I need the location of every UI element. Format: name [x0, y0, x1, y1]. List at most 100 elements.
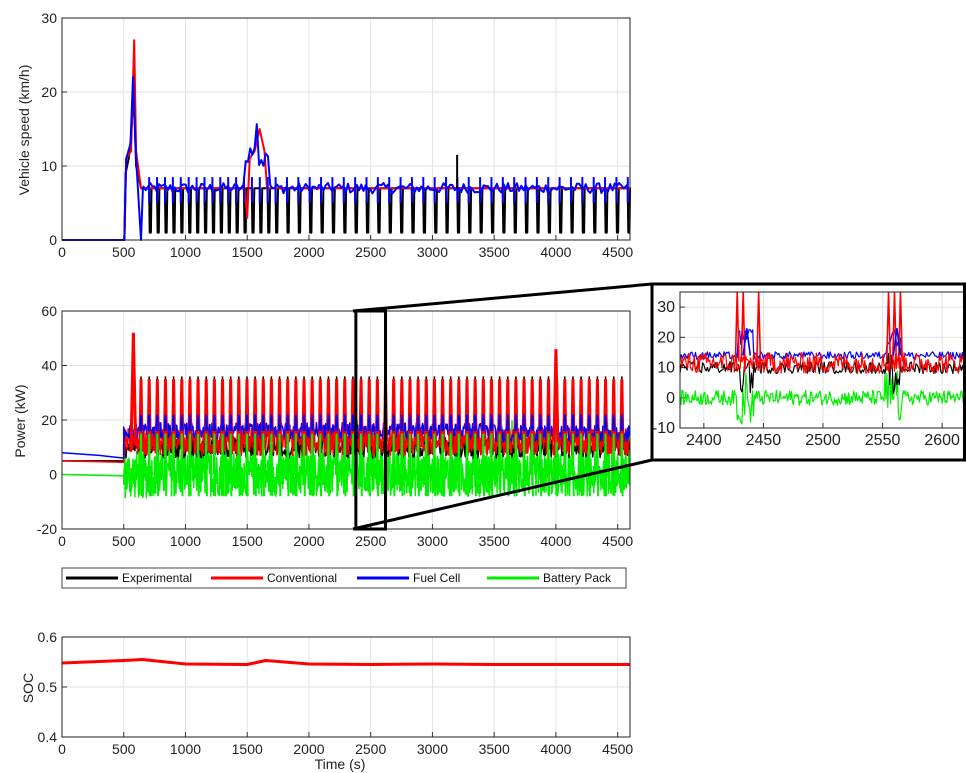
soc-ytick-label: 0.6	[38, 629, 58, 645]
power-fuelcell-peak	[277, 414, 282, 431]
power-ytick-label: 40	[41, 358, 57, 374]
power-conventional-peak	[415, 379, 421, 442]
power-conventional-peak	[603, 379, 609, 442]
soc-xtick-label: 4000	[540, 741, 571, 757]
power-fuelcell-peak	[506, 414, 510, 431]
power-fuelcell-peak	[269, 414, 274, 431]
power-battery-peak	[188, 433, 192, 497]
power-battery-peak	[571, 433, 575, 497]
speed-xtick-label: 1500	[232, 244, 263, 260]
power-conventional-peak	[586, 379, 592, 442]
power-xtick-label: 0	[58, 533, 66, 549]
power-battery-peak	[391, 433, 396, 497]
power-ytick-label: 60	[41, 303, 57, 319]
power-conventional-peak	[431, 379, 437, 442]
power-conventional-peak	[472, 379, 478, 442]
speed-ytick-label: 10	[41, 158, 57, 174]
power-conventional-late-peak	[552, 349, 560, 442]
power-xtick-label: 4500	[602, 533, 633, 549]
power-conventional-peak	[244, 379, 250, 442]
power-fuelcell-peak	[457, 414, 461, 431]
power-conventional-peak	[464, 379, 470, 442]
power-battery-peak	[261, 433, 266, 497]
power-xtick-label: 500	[112, 533, 136, 549]
power-battery-peak	[522, 433, 526, 497]
legend-label: Fuel Cell	[413, 571, 460, 585]
power-battery-peak	[506, 433, 510, 497]
power-conventional-peak	[578, 379, 584, 442]
power-fuelcell-peak	[611, 414, 616, 431]
power-conventional-peak	[260, 379, 266, 442]
power-fuelcell-peak	[261, 414, 266, 431]
power-fuelcell-peak	[237, 414, 241, 431]
power-conventional-peak	[513, 379, 519, 442]
speed-xtick-label: 500	[112, 244, 136, 260]
power-battery-peak	[147, 433, 151, 497]
power-battery-peak	[302, 433, 306, 497]
power-conventional-peak	[488, 379, 494, 442]
power-fuelcell-peak	[155, 414, 160, 431]
power-fuelcell-peak	[171, 414, 176, 431]
power-frame	[61, 310, 631, 530]
power-ytick-label: 0	[49, 467, 57, 483]
soc-ytick-label: 0.4	[38, 729, 58, 745]
power-conventional-peak	[611, 379, 617, 442]
power-fuelcell-peak	[220, 414, 225, 431]
zoom-line-conventional	[679, 352, 966, 375]
power-battery-peak	[220, 433, 225, 497]
power-conventional-peak	[154, 379, 160, 442]
legend-label: Experimental	[122, 571, 192, 585]
power-battery-peak	[514, 433, 518, 497]
zoom-ytick-label: 0	[666, 390, 675, 407]
power-xtick-label: 2500	[355, 533, 386, 549]
speed-xtick-label: 1000	[170, 244, 201, 260]
zoom-inset: 2400 2450 2500 2550 2600 -10 0 10 20 30	[352, 282, 966, 531]
soc-plot: 0 500 1000 1500 2000 2500 3000 3500 4000 4500 0.4 0…	[38, 629, 634, 757]
power-fuelcell-peak	[188, 414, 192, 431]
speed-xtick-label: 4000	[540, 244, 571, 260]
power-fuelcell-peak	[448, 414, 453, 431]
power-conventional-peak	[505, 379, 511, 442]
power-zoom-box	[354, 309, 388, 531]
power-battery-peak	[473, 433, 477, 497]
power-conventional-peak	[220, 379, 226, 442]
speed-xtick-label: 4500	[602, 244, 633, 260]
power-battery-peak	[563, 433, 567, 497]
power-fuelcell-peak	[196, 414, 200, 431]
power-fuelcell-peak	[408, 414, 412, 431]
speed-ylabel: Vehicle speed (km/h)	[16, 65, 32, 196]
power-conventional-peak	[562, 379, 568, 442]
power-battery-peak	[310, 433, 314, 497]
power-conventional-peak	[146, 379, 152, 442]
power-conventional-peak	[187, 379, 193, 442]
zoom-connector-bottom	[352, 458, 653, 531]
power-conventional-peak	[268, 379, 274, 442]
power-fuelcell-peak	[522, 414, 526, 431]
zoom-ytick-label: 10	[657, 360, 675, 377]
soc-line	[61, 658, 630, 666]
power-fuelcell-peak	[497, 414, 502, 431]
power-fuelcell-peak	[334, 414, 339, 431]
power-fuelcell-peak	[204, 414, 208, 431]
power-battery-peak	[603, 433, 608, 497]
power-fuelcell-peak	[326, 414, 331, 431]
power-battery-peak	[277, 433, 282, 497]
power-fuelcell-peak	[359, 414, 363, 431]
zoom-xtick-label: 2400	[686, 432, 722, 449]
power-conventional-peak	[301, 379, 307, 442]
soc-xtick-label: 2000	[293, 741, 324, 757]
power-conventional-peak	[399, 379, 405, 442]
zoom-xtick-label: 2450	[746, 432, 782, 449]
zoom-xtick-label: 2600	[924, 432, 960, 449]
power-fuelcell-peak	[481, 414, 486, 431]
power-battery-peak	[285, 433, 290, 497]
soc-ylabel: SOC	[20, 673, 36, 703]
power-conventional-peak	[497, 379, 503, 442]
power-battery-peak	[546, 433, 551, 497]
power-fuelcell-peak	[538, 414, 543, 431]
soc-ytick-label: 0.5	[38, 679, 58, 695]
power-battery-peak	[269, 433, 274, 497]
power-conventional-peak	[594, 379, 600, 442]
power-conventional-peak	[171, 379, 177, 442]
